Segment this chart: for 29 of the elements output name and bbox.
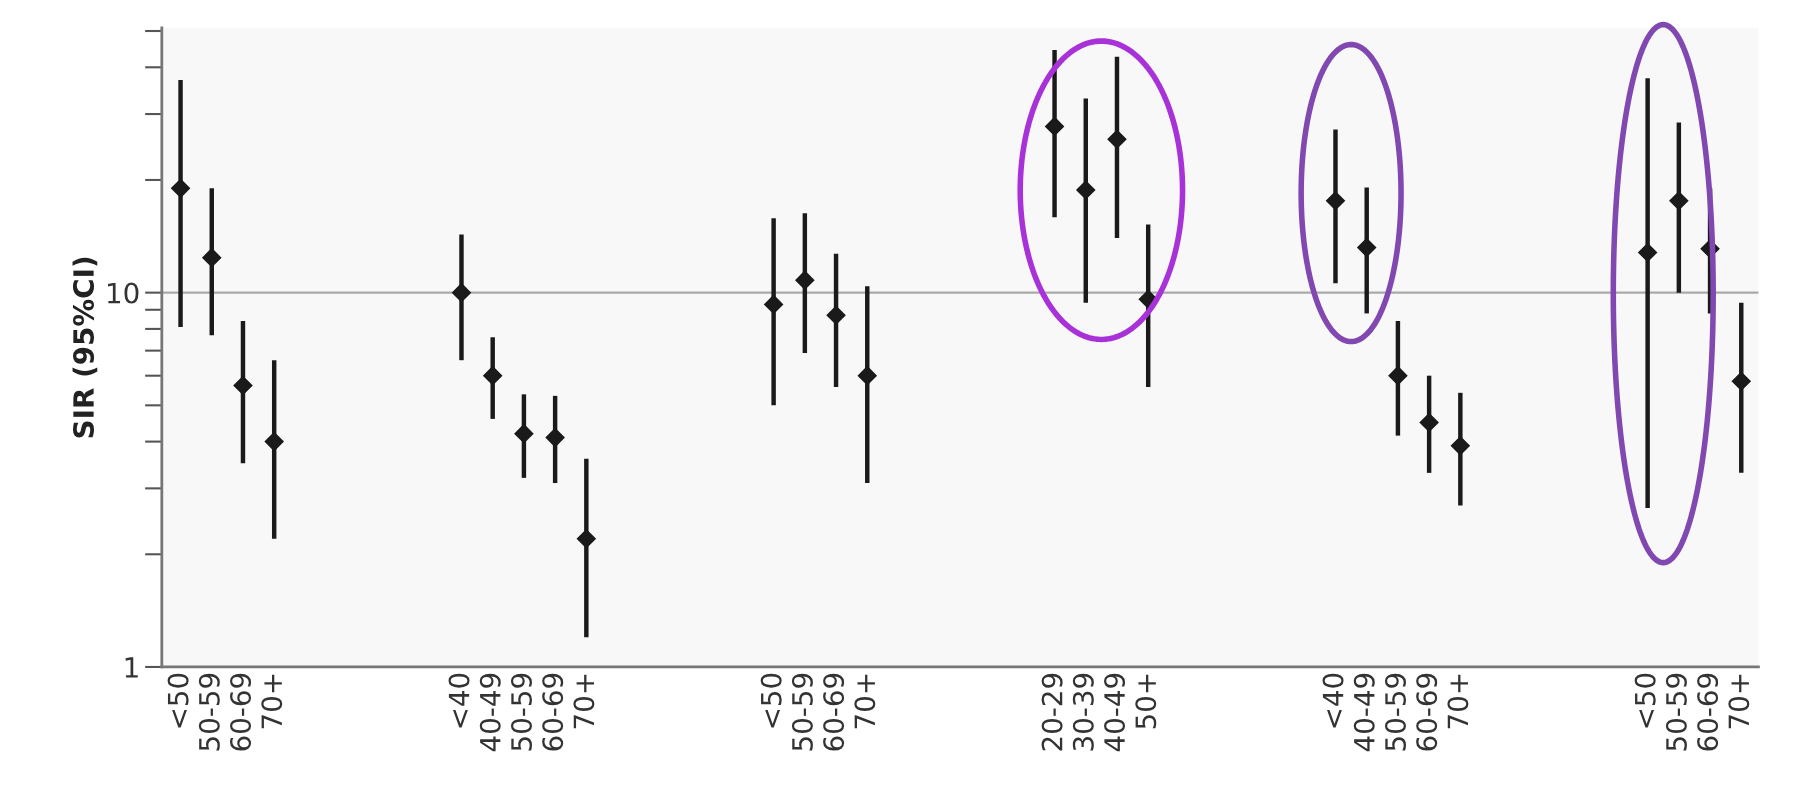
x-tick-label: 70+ xyxy=(1728,674,1750,729)
x-tick-label: 70+ xyxy=(854,674,876,729)
x-tick-label: 40-49 xyxy=(1353,673,1375,752)
x-tick-label: <50 xyxy=(1634,673,1656,728)
x-tick-label: 60-69 xyxy=(1416,673,1438,751)
x-tick-label: 50-59 xyxy=(1665,673,1687,751)
x-tick-label: <50 xyxy=(167,673,189,728)
x-tick-label: 40-49 xyxy=(1104,673,1126,752)
x-tick-label: 70+ xyxy=(573,674,595,729)
x-tick-label: 60-69 xyxy=(230,673,252,751)
x-tick-label: <40 xyxy=(448,673,470,728)
x-tick-label: 50-59 xyxy=(510,673,532,751)
x-tick-label: 60-69 xyxy=(823,673,845,751)
y-tick-label: 10 xyxy=(108,282,139,304)
x-tick-label: 20-29 xyxy=(1041,673,1063,751)
x-tick-label: <40 xyxy=(1322,673,1344,728)
x-tick-label: 30-39 xyxy=(1072,673,1094,751)
x-tick-label: 70+ xyxy=(1447,674,1469,729)
y-tick-label: 1 xyxy=(125,657,138,678)
x-tick-label: 60-69 xyxy=(1697,673,1719,751)
x-tick-label: 50-59 xyxy=(1384,673,1406,751)
x-tick-label: 60-69 xyxy=(542,673,564,751)
x-tick-label: <50 xyxy=(760,673,782,728)
y-axis-title: SIR (95%CI) xyxy=(72,257,98,438)
x-tick-label: 50+ xyxy=(1135,674,1157,729)
x-tick-label: 40-49 xyxy=(479,673,501,752)
x-tick-label: 70+ xyxy=(261,674,283,729)
x-tick-label: 50-59 xyxy=(198,673,220,751)
x-tick-label: 50-59 xyxy=(791,673,813,751)
